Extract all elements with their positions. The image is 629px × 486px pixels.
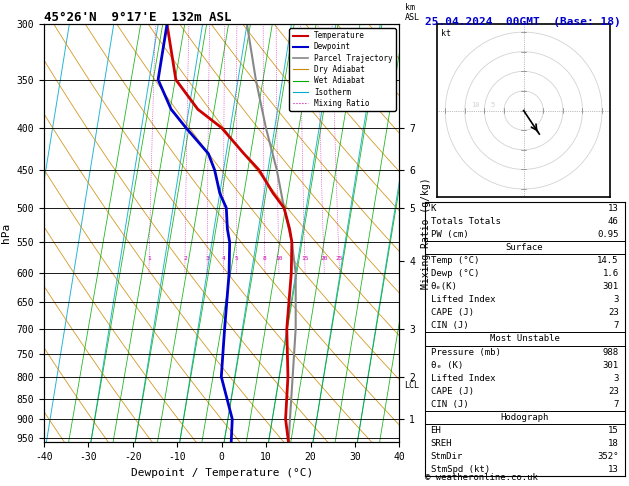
Text: kt: kt <box>441 30 451 38</box>
Text: 10: 10 <box>470 103 479 108</box>
Text: 7: 7 <box>613 321 618 330</box>
Text: 15: 15 <box>301 256 309 261</box>
Text: PW (cm): PW (cm) <box>431 230 468 239</box>
Text: StmSpd (kt): StmSpd (kt) <box>431 465 490 474</box>
Text: Hodograph: Hodograph <box>501 413 548 422</box>
Text: Totals Totals: Totals Totals <box>431 217 501 226</box>
Text: 4: 4 <box>221 256 225 261</box>
Text: 8: 8 <box>263 256 267 261</box>
Text: SREH: SREH <box>431 439 452 448</box>
Text: 7: 7 <box>613 400 618 409</box>
Text: CAPE (J): CAPE (J) <box>431 387 474 396</box>
Text: 14.5: 14.5 <box>597 256 618 265</box>
Text: Dewp (°C): Dewp (°C) <box>431 269 479 278</box>
Text: EH: EH <box>431 426 442 435</box>
Text: θₑ (K): θₑ (K) <box>431 361 463 370</box>
Text: CIN (J): CIN (J) <box>431 321 468 330</box>
Text: 13: 13 <box>608 465 618 474</box>
Text: 0.95: 0.95 <box>597 230 618 239</box>
Text: 23: 23 <box>608 308 618 317</box>
Text: Lifted Index: Lifted Index <box>431 374 495 382</box>
Text: θₑ(K): θₑ(K) <box>431 282 457 291</box>
Text: Lifted Index: Lifted Index <box>431 295 495 304</box>
Y-axis label: Mixing Ratio (g/kg): Mixing Ratio (g/kg) <box>421 177 431 289</box>
Text: CIN (J): CIN (J) <box>431 400 468 409</box>
X-axis label: Dewpoint / Temperature (°C): Dewpoint / Temperature (°C) <box>131 468 313 478</box>
Text: Surface: Surface <box>506 243 543 252</box>
Legend: Temperature, Dewpoint, Parcel Trajectory, Dry Adiabat, Wet Adiabat, Isotherm, Mi: Temperature, Dewpoint, Parcel Trajectory… <box>289 28 396 111</box>
Text: 301: 301 <box>603 282 618 291</box>
Text: Pressure (mb): Pressure (mb) <box>431 347 501 357</box>
Text: 18: 18 <box>608 439 618 448</box>
Text: 3: 3 <box>613 374 618 382</box>
Text: 20: 20 <box>320 256 328 261</box>
Text: 10: 10 <box>275 256 282 261</box>
Text: 301: 301 <box>603 361 618 370</box>
Text: 3: 3 <box>205 256 209 261</box>
Text: 25: 25 <box>335 256 343 261</box>
Text: 13: 13 <box>608 204 618 213</box>
Text: K: K <box>431 204 436 213</box>
Text: 988: 988 <box>603 347 618 357</box>
Y-axis label: hPa: hPa <box>1 223 11 243</box>
Text: 5: 5 <box>235 256 238 261</box>
Text: 1.6: 1.6 <box>603 269 618 278</box>
Text: Temp (°C): Temp (°C) <box>431 256 479 265</box>
Text: StmDir: StmDir <box>431 452 463 461</box>
Text: Most Unstable: Most Unstable <box>489 334 560 344</box>
Text: 46: 46 <box>608 217 618 226</box>
Text: 2: 2 <box>183 256 187 261</box>
Text: 3: 3 <box>613 295 618 304</box>
Text: 45°26'N  9°17'E  132m ASL: 45°26'N 9°17'E 132m ASL <box>44 11 231 24</box>
Text: 1: 1 <box>147 256 151 261</box>
Text: 352°: 352° <box>597 452 618 461</box>
Text: 15: 15 <box>608 426 618 435</box>
Text: km
ASL: km ASL <box>404 3 420 22</box>
Text: 23: 23 <box>608 387 618 396</box>
Text: 5: 5 <box>491 103 494 108</box>
Text: CAPE (J): CAPE (J) <box>431 308 474 317</box>
Text: 25.04.2024  00GMT  (Base: 18): 25.04.2024 00GMT (Base: 18) <box>425 17 620 27</box>
Text: LCL: LCL <box>404 381 419 390</box>
Text: © weatheronline.co.uk: © weatheronline.co.uk <box>425 473 537 482</box>
